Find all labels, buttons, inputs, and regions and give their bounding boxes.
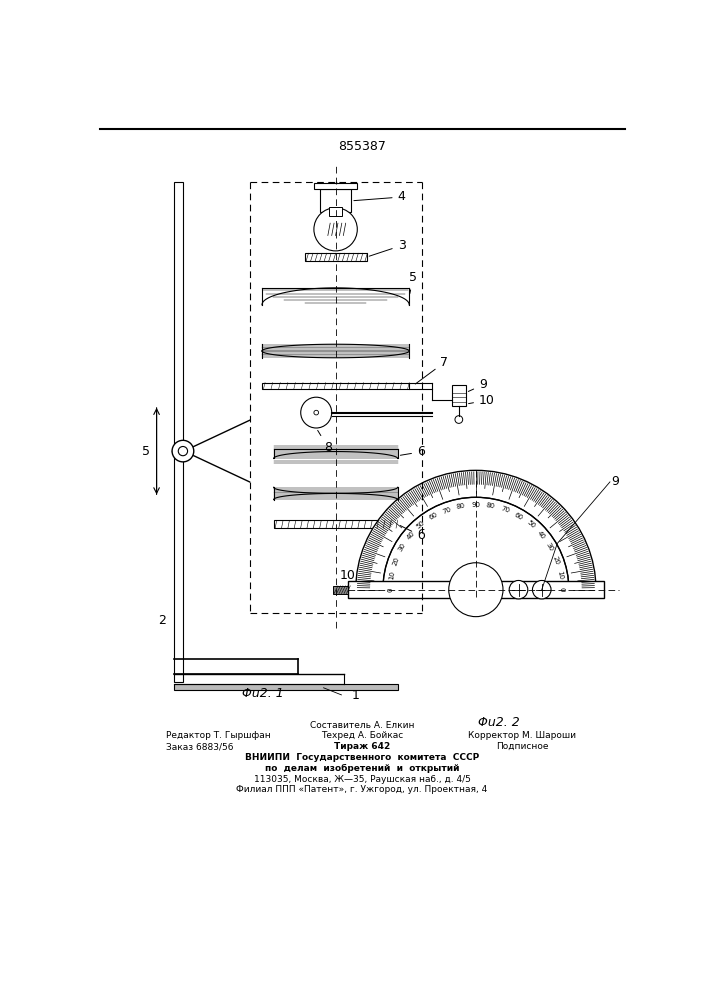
- Circle shape: [449, 563, 503, 617]
- Text: 70: 70: [441, 506, 452, 514]
- Text: по  делам  изобретений  и  открытий: по делам изобретений и открытий: [264, 764, 460, 773]
- Circle shape: [172, 440, 194, 462]
- Bar: [274, 520, 397, 528]
- Text: 80: 80: [486, 503, 496, 510]
- Text: 10: 10: [469, 394, 495, 407]
- Text: Корректор М. Шароши: Корректор М. Шароши: [468, 731, 576, 740]
- Text: 4: 4: [354, 190, 406, 204]
- Circle shape: [455, 416, 462, 423]
- Text: 90: 90: [472, 502, 480, 508]
- Text: 10: 10: [388, 570, 396, 580]
- Text: 9: 9: [612, 475, 619, 488]
- Text: 40: 40: [405, 530, 416, 541]
- Text: 8: 8: [317, 430, 332, 454]
- Text: Редактор Т. Гыршфан: Редактор Т. Гыршфан: [166, 731, 271, 740]
- Text: Φu2. 2: Φu2. 2: [478, 716, 520, 729]
- Text: 20: 20: [392, 556, 400, 566]
- Bar: [174, 182, 183, 682]
- Text: 0: 0: [387, 587, 394, 592]
- Circle shape: [178, 446, 187, 456]
- Text: Φu2. 1: Φu2. 1: [242, 687, 284, 700]
- Text: 6: 6: [400, 445, 425, 458]
- Text: 5: 5: [142, 445, 151, 458]
- Text: 60: 60: [513, 511, 524, 521]
- Text: 60: 60: [428, 511, 438, 521]
- Circle shape: [532, 580, 551, 599]
- Circle shape: [314, 410, 319, 415]
- Text: 40: 40: [536, 530, 547, 541]
- Text: 3: 3: [369, 239, 406, 256]
- Text: Составитель А. Елкин: Составитель А. Елкин: [310, 721, 414, 730]
- Text: Заказ 6883/56: Заказ 6883/56: [166, 742, 233, 751]
- Text: 50: 50: [416, 520, 426, 530]
- Text: ВНИИПИ  Государственного  комитета  СССР: ВНИИПИ Государственного комитета СССР: [245, 753, 479, 762]
- Text: 70: 70: [500, 506, 510, 514]
- Text: 30: 30: [397, 542, 407, 553]
- Text: Тираж 642: Тираж 642: [334, 742, 390, 751]
- Text: б: б: [400, 525, 425, 542]
- Text: 10: 10: [340, 569, 356, 582]
- Circle shape: [509, 580, 528, 599]
- Bar: [348, 581, 604, 598]
- Bar: [305, 253, 367, 261]
- Text: 9: 9: [468, 378, 487, 391]
- Text: 30: 30: [545, 542, 554, 553]
- Text: 20: 20: [551, 556, 561, 566]
- Bar: [262, 383, 409, 389]
- Text: 113035, Москва, Ж—35, Раушская наб., д. 4/5: 113035, Москва, Ж—35, Раушская наб., д. …: [254, 774, 470, 784]
- Wedge shape: [356, 470, 596, 590]
- Bar: [174, 684, 398, 690]
- Text: 1: 1: [352, 689, 360, 702]
- Text: Филиал ППП «Патент», г. Ужгород, ул. Проектная, 4: Филиал ППП «Патент», г. Ужгород, ул. Про…: [236, 785, 488, 794]
- Text: 7: 7: [415, 356, 448, 384]
- Text: Техред А. Бойкас: Техред А. Бойкас: [321, 731, 403, 740]
- Text: 0: 0: [558, 587, 564, 592]
- Text: 80: 80: [456, 503, 466, 510]
- Text: 855387: 855387: [338, 140, 386, 153]
- Text: 2: 2: [158, 614, 166, 627]
- Text: 10: 10: [556, 570, 563, 580]
- Bar: [332, 586, 348, 594]
- Text: Подписное: Подписное: [496, 742, 549, 751]
- Circle shape: [314, 208, 357, 251]
- Bar: [314, 183, 357, 189]
- Bar: [329, 207, 341, 216]
- Bar: [452, 385, 466, 406]
- Text: 5: 5: [409, 271, 417, 294]
- Bar: [320, 189, 351, 212]
- Text: 50: 50: [525, 520, 536, 530]
- Circle shape: [300, 397, 332, 428]
